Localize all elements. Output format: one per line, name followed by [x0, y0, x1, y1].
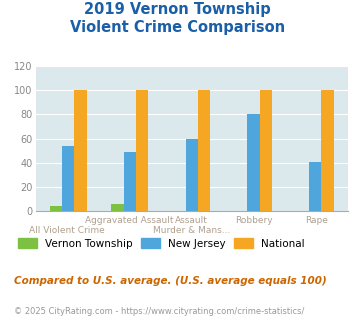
- Text: Violent Crime Comparison: Violent Crime Comparison: [70, 20, 285, 35]
- Bar: [247, 115, 260, 211]
- Text: Rape: Rape: [305, 216, 328, 225]
- Text: Assault: Assault: [175, 216, 208, 225]
- Text: Murder & Mans...: Murder & Mans...: [153, 226, 230, 235]
- Text: All Violent Crime: All Violent Crime: [29, 226, 105, 235]
- Bar: [321, 90, 334, 211]
- Text: © 2025 CityRating.com - https://www.cityrating.com/crime-statistics/: © 2025 CityRating.com - https://www.city…: [14, 307, 305, 316]
- Text: Robbery: Robbery: [235, 216, 273, 225]
- Bar: [124, 152, 136, 211]
- Bar: [75, 90, 87, 211]
- Bar: [50, 206, 62, 211]
- Bar: [186, 139, 198, 211]
- Text: Aggravated Assault: Aggravated Assault: [85, 216, 174, 225]
- Bar: [111, 204, 124, 211]
- Bar: [260, 90, 272, 211]
- Bar: [136, 90, 148, 211]
- Legend: Vernon Township, New Jersey, National: Vernon Township, New Jersey, National: [16, 236, 307, 250]
- Text: 2019 Vernon Township: 2019 Vernon Township: [84, 2, 271, 16]
- Bar: [62, 146, 75, 211]
- Text: Compared to U.S. average. (U.S. average equals 100): Compared to U.S. average. (U.S. average …: [14, 276, 327, 285]
- Bar: [198, 90, 210, 211]
- Bar: [309, 162, 321, 211]
